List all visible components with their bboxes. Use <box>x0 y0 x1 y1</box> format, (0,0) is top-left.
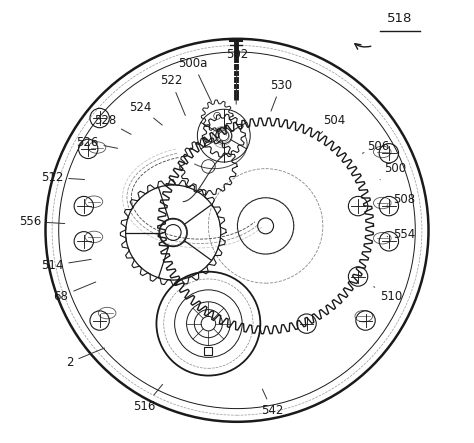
Text: 2: 2 <box>66 348 105 369</box>
Text: 506: 506 <box>363 140 389 153</box>
Text: 554: 554 <box>387 228 415 241</box>
Text: 522: 522 <box>160 74 185 116</box>
Bar <box>204 347 212 354</box>
Text: 526: 526 <box>76 136 118 149</box>
Text: 510: 510 <box>374 287 402 303</box>
Text: 524: 524 <box>129 101 162 125</box>
Text: 516: 516 <box>133 385 163 413</box>
Text: 518: 518 <box>387 12 412 26</box>
Text: 556: 556 <box>19 215 65 228</box>
Text: 512: 512 <box>41 171 84 184</box>
Text: 502: 502 <box>226 48 248 104</box>
Text: 508: 508 <box>387 193 415 206</box>
Text: 542: 542 <box>261 389 283 417</box>
Text: 500a: 500a <box>178 57 211 102</box>
Text: 68: 68 <box>54 282 96 303</box>
Text: 528: 528 <box>94 114 131 134</box>
Text: 514: 514 <box>41 259 91 272</box>
Text: 500: 500 <box>380 162 407 180</box>
Text: 530: 530 <box>270 78 292 111</box>
Text: 504: 504 <box>320 114 345 134</box>
